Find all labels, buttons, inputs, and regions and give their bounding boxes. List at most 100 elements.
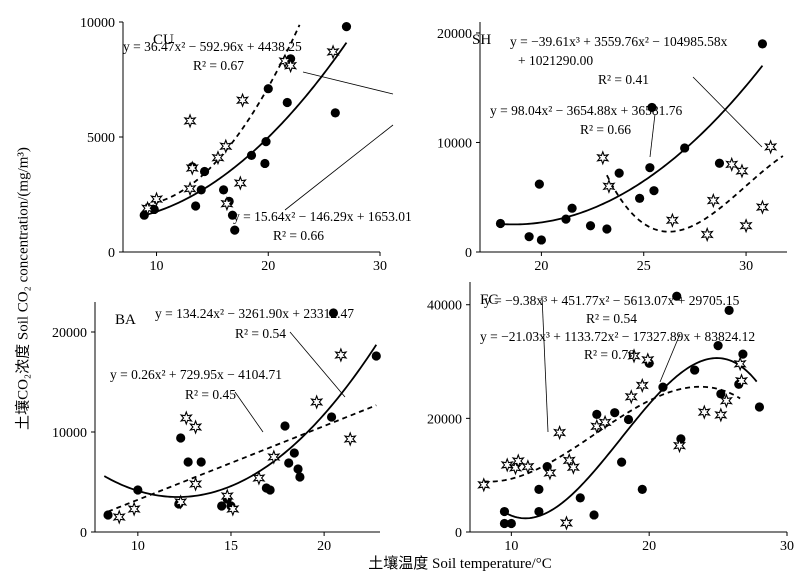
data-point-circle [585, 221, 596, 231]
panel-fc: 10 20 30 0 20000 40000 FCy = −9.38x³ + 451.77x… [427, 282, 794, 554]
y-tick-label: 0 [108, 246, 115, 261]
data-point-circle [199, 166, 210, 177]
panel-label: BA [115, 312, 136, 328]
x-tick-label: 15 [224, 539, 238, 554]
y-tick-label: 0 [465, 246, 472, 261]
x-tick-label: 10 [150, 259, 164, 274]
data-point-star [141, 200, 155, 216]
data-point-circle [371, 351, 381, 361]
data-point-star [719, 393, 733, 409]
data-point-star [508, 460, 523, 476]
fit-equation-circle: y = 134.24x² − 3261.90x + 23312.47 [155, 306, 354, 321]
data-point-circle [672, 291, 682, 301]
data-point-star [179, 410, 193, 426]
data-point-circle [617, 457, 627, 467]
equation-leader-line [302, 71, 394, 95]
data-point-circle [176, 433, 186, 443]
fit-equation-star: R² = 0.45 [185, 387, 236, 402]
figure-x-axis-label-text: 土壤温度 Soil temperature/°C [368, 556, 552, 572]
data-point-circle [133, 485, 143, 495]
data-point-star [174, 494, 188, 510]
panel-cu: 10 20 30 0 5000 10000 CUy = 36.47x² − 592.96x … [80, 16, 412, 274]
y-tick-label: 40000 [427, 299, 462, 314]
fit-equation-circle: R² = 0.66 [273, 228, 324, 243]
data-point-circle [754, 402, 765, 412]
data-point-star [559, 515, 574, 531]
data-point-circle [196, 185, 206, 195]
y-tick-label: 0 [80, 526, 87, 541]
data-point-circle [196, 457, 206, 467]
y-tick-label: 10000 [80, 16, 115, 31]
data-point-star [739, 218, 753, 234]
x-tick-label: 20 [317, 539, 331, 554]
fit-equation-star: y = 0.26x² + 729.95x − 4104.71 [110, 367, 282, 382]
dashed-fit-curve [483, 385, 741, 483]
fit-equation-star: y = −9.38x³ + 451.77x² − 5613.07x + 2970… [484, 293, 740, 308]
data-point-star [310, 394, 324, 410]
data-point-star [764, 139, 778, 155]
fit-equation-circle: R² = 0.66 [580, 122, 631, 137]
data-point-circle [328, 308, 339, 318]
data-point-star [725, 156, 739, 172]
data-point-star [112, 509, 126, 525]
data-point-star [252, 470, 266, 486]
data-point-circle [103, 510, 113, 520]
data-point-circle [567, 203, 577, 213]
data-point-star [706, 192, 720, 209]
data-point-circle [293, 464, 303, 474]
data-point-circle [330, 108, 340, 118]
fit-equation-circle: y = −21.03x³ + 1133.72x² − 17327.89x + 8… [480, 329, 755, 344]
data-point-circle [561, 214, 571, 224]
data-point-circle [326, 412, 337, 422]
data-point-star [233, 175, 247, 191]
data-point-circle [524, 232, 534, 242]
data-point-circle [506, 518, 516, 529]
data-point-circle [191, 201, 201, 211]
data-point-star [672, 438, 687, 454]
dashed-fit-curve [606, 155, 784, 233]
solid-fit-curve [500, 65, 764, 226]
data-point-circle [246, 150, 257, 160]
data-point-star [211, 150, 225, 166]
data-point-circle [499, 506, 510, 517]
x-tick-label: 30 [739, 259, 753, 274]
data-point-circle [680, 143, 690, 153]
x-tick-label: 30 [373, 259, 387, 274]
data-point-star [477, 477, 491, 493]
data-point-star [641, 352, 655, 368]
data-point-star [602, 178, 616, 194]
data-point-circle [495, 218, 506, 229]
y-tick-label: 10000 [437, 136, 472, 151]
panel-label: SH [472, 32, 491, 48]
data-point-star [226, 501, 240, 517]
x-tick-label: 20 [642, 539, 656, 554]
x-tick-label: 25 [637, 259, 651, 274]
data-point-circle [218, 185, 229, 195]
data-point-circle [289, 448, 299, 458]
x-tick-label: 30 [780, 539, 794, 554]
y-tick-label: 20000 [437, 27, 472, 42]
data-point-circle [635, 193, 645, 203]
fit-equation-star: + 1021290.00 [518, 53, 593, 68]
data-point-star [189, 419, 203, 435]
data-point-star [734, 373, 749, 389]
equation-leader-line [289, 331, 346, 398]
data-point-star [284, 58, 298, 74]
fit-equation-star: R² = 0.41 [598, 72, 649, 87]
data-point-star [562, 452, 576, 468]
data-point-star [714, 407, 728, 423]
x-tick-label: 10 [504, 539, 518, 554]
data-point-star [521, 459, 535, 475]
data-point-star [624, 389, 638, 405]
data-point-circle [217, 501, 227, 511]
data-point-circle [592, 409, 602, 419]
panel-label: FC [480, 292, 498, 308]
data-point-circle [690, 365, 700, 375]
data-point-star [189, 476, 203, 492]
data-point-circle [261, 137, 271, 147]
data-point-star [185, 160, 199, 176]
x-tick-label: 10 [131, 539, 145, 554]
data-point-circle [714, 158, 725, 168]
equation-leader-line [649, 113, 656, 158]
